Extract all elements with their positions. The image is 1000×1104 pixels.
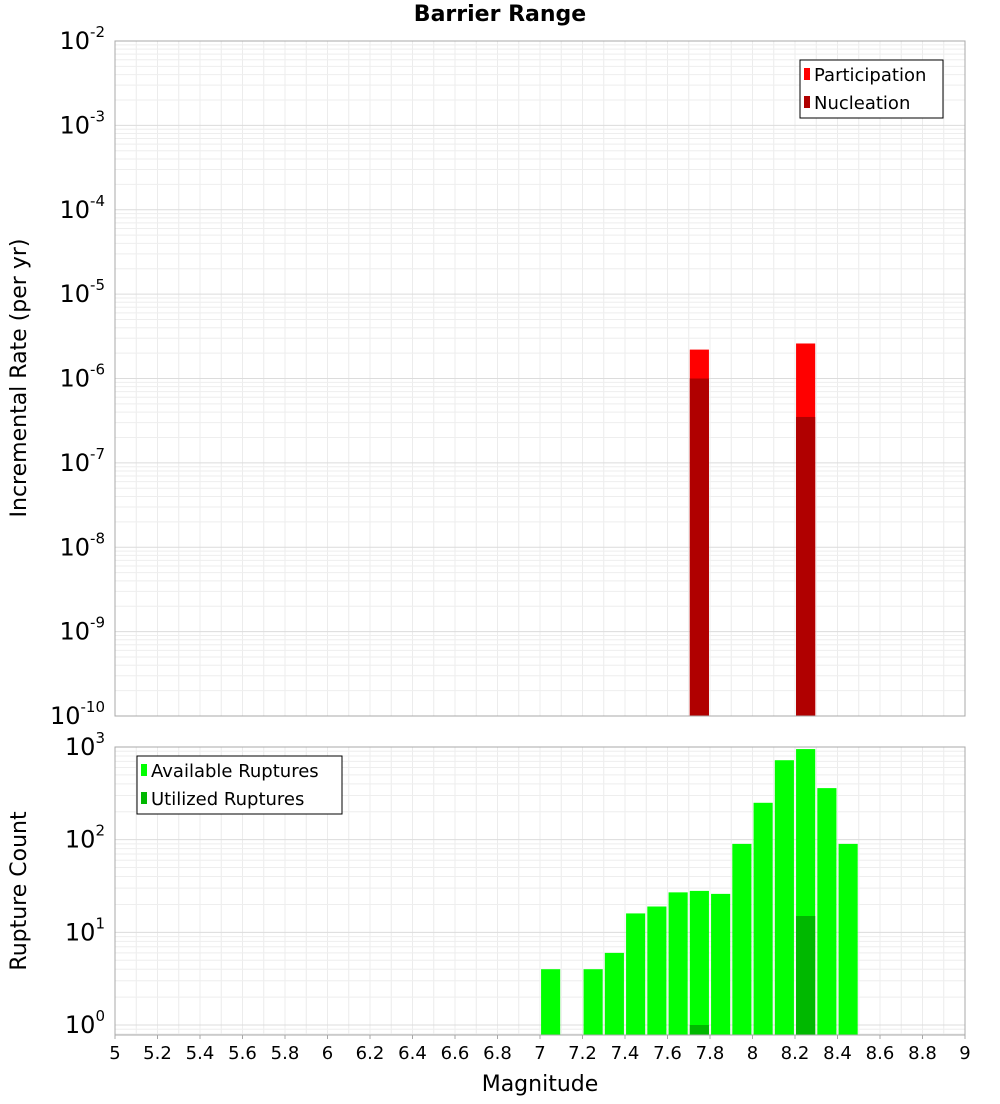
x-tick-label: 8.4	[823, 1043, 852, 1064]
plot-border	[114, 40, 966, 717]
y-tick-label: 10-9	[59, 614, 105, 646]
bar-available-ruptures	[541, 969, 561, 1035]
y-tick-label: 102	[65, 822, 105, 854]
x-tick-label: 8.2	[781, 1043, 810, 1064]
bar-nucleation	[796, 416, 816, 716]
y-tick-label: 10-4	[59, 192, 105, 224]
x-tick-label: 7.6	[653, 1043, 682, 1064]
bar-utilized-ruptures	[689, 1025, 709, 1035]
bar-available-ruptures	[647, 906, 667, 1035]
bar-utilized-ruptures	[796, 916, 816, 1035]
x-axis-label: Magnitude	[482, 1072, 599, 1097]
y-axis-label: Incremental Rate (per yr)	[7, 239, 32, 518]
x-tick-label: 6.4	[398, 1043, 427, 1064]
x-tick-label: 7.8	[696, 1043, 725, 1064]
bar-available-ruptures	[668, 892, 688, 1035]
bar-available-ruptures	[753, 802, 773, 1035]
x-tick-label: 9	[959, 1043, 970, 1064]
y-tick-label: 101	[65, 914, 105, 946]
y-tick-label: 10-7	[59, 445, 105, 477]
x-tick-label: 5.4	[186, 1043, 215, 1064]
bar-nucleation	[689, 378, 709, 716]
x-tick-label: 5.6	[228, 1043, 257, 1064]
y-axis-label: Rupture Count	[7, 811, 32, 971]
y-tick-label: 10-2	[59, 23, 105, 55]
x-tick-label: 6.2	[356, 1043, 385, 1064]
x-tick-label: 5.8	[271, 1043, 300, 1064]
y-tick-label: 10-3	[59, 107, 105, 139]
legend: Participation Nucleation	[799, 59, 944, 119]
x-tick-label: 8	[747, 1043, 758, 1064]
x-tick-label: 7.2	[568, 1043, 597, 1064]
bar-available-ruptures	[604, 952, 624, 1035]
chart-title: Barrier Range	[413, 2, 587, 27]
bar-available-ruptures	[774, 760, 794, 1035]
y-tick-label: 10-6	[59, 361, 105, 393]
x-tick-label: 7.4	[611, 1043, 640, 1064]
y-tick-label: 100	[65, 1007, 105, 1039]
legend-label: Nucleation	[814, 93, 910, 114]
legend-swatch	[804, 68, 810, 80]
x-tick-label: 6	[322, 1043, 333, 1064]
bar-available-ruptures	[689, 890, 709, 1035]
x-tick-label: 6.6	[441, 1043, 470, 1064]
legend-label: Utilized Ruptures	[151, 789, 304, 810]
x-tick-label: 7	[534, 1043, 545, 1064]
y-tick-label: 10-5	[59, 276, 105, 308]
legend-swatch	[804, 96, 810, 108]
legend-box	[136, 755, 343, 815]
x-tick-label: 5	[109, 1043, 120, 1064]
x-tick-label: 8.8	[908, 1043, 937, 1064]
y-tick-label: 10-8	[59, 529, 105, 561]
legend-swatch	[141, 792, 147, 804]
legend: Available Ruptures Utilized Ruptures	[136, 755, 343, 815]
x-tick-label: 8.6	[866, 1043, 895, 1064]
bar-available-ruptures	[626, 913, 646, 1035]
legend-box	[799, 59, 944, 119]
y-tick-label: 10-10	[50, 698, 105, 730]
y-tick-label: 103	[65, 729, 105, 761]
legend-label: Participation	[814, 65, 926, 86]
bar-available-ruptures	[817, 788, 837, 1035]
bar-available-ruptures	[838, 843, 858, 1035]
bar-available-ruptures	[732, 843, 752, 1035]
bar-available-ruptures	[583, 969, 603, 1035]
bar-available-ruptures	[711, 893, 731, 1035]
x-tick-label: 5.2	[143, 1043, 172, 1064]
chart-panel-0: 10-2 10-3 10-4 10-5 10-6 10-7 10-8 10-9 10-10 Inc…	[7, 23, 966, 730]
legend-label: Available Ruptures	[151, 761, 319, 782]
x-tick-label: 6.8	[483, 1043, 512, 1064]
legend-swatch	[141, 764, 147, 776]
